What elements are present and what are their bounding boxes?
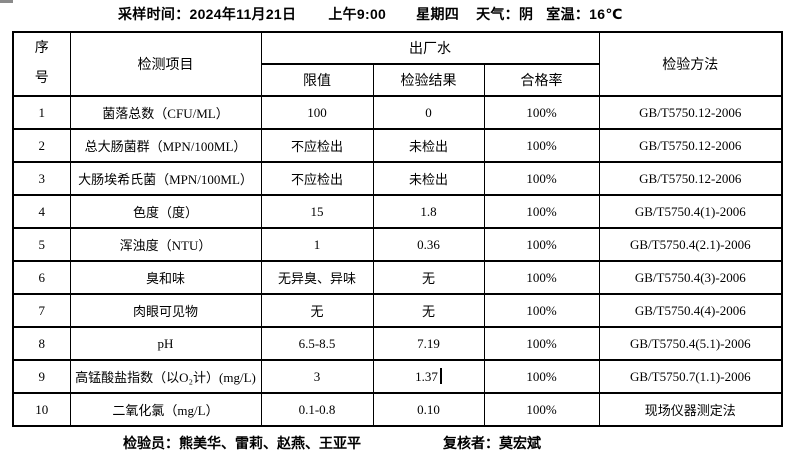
cell-method[interactable]: GB/T5750.4(1)-2006 bbox=[598, 194, 783, 229]
cell-no[interactable]: 5 bbox=[12, 227, 71, 262]
cell-item[interactable]: 肉眼可见物 bbox=[69, 293, 262, 328]
cell-method[interactable]: GB/T5750.4(4)-2006 bbox=[598, 293, 783, 328]
cell-method[interactable]: GB/T5750.7(1.1)-2006 bbox=[598, 359, 783, 394]
cell-limit[interactable]: 无异臭、异味 bbox=[260, 260, 374, 295]
table-row: 10 二氧化氯（mg/L） 0.1-0.8 0.10 100% 现场仪器测定法 bbox=[12, 392, 783, 427]
table-row: 1 菌落总数（CFU/ML） 100 0 100% GB/T5750.12-20… bbox=[12, 95, 783, 130]
cell-result[interactable]: 未检出 bbox=[372, 161, 485, 196]
cell-item[interactable]: 二氧化氯（mg/L） bbox=[69, 392, 262, 427]
table-row: 8 pH 6.5-8.5 7.19 100% GB/T5750.4(5.1)-2… bbox=[12, 326, 783, 361]
cell-pass[interactable]: 100% bbox=[483, 95, 600, 130]
table-row: 6 臭和味 无异臭、异味 无 100% GB/T5750.4(3)-2006 bbox=[12, 260, 783, 295]
room-temperature: 室温：16℃ bbox=[546, 6, 623, 22]
cell-pass[interactable]: 100% bbox=[483, 194, 600, 229]
cell-method[interactable]: GB/T5750.4(5.1)-2006 bbox=[598, 326, 783, 361]
cell-result[interactable]: 0.10 bbox=[372, 392, 485, 427]
header-result[interactable]: 检验结果 bbox=[372, 63, 485, 97]
cell-result[interactable]: 1.8 bbox=[372, 194, 485, 229]
cell-item[interactable]: 高锰酸盐指数（以O₂计）(mg/L) bbox=[69, 359, 262, 394]
cell-item[interactable]: 大肠埃希氏菌（MPN/100ML） bbox=[69, 161, 262, 196]
weather: 天气：阴 bbox=[476, 6, 534, 22]
cell-pass[interactable]: 100% bbox=[483, 161, 600, 196]
cell-pass[interactable]: 100% bbox=[483, 293, 600, 328]
cell-limit[interactable]: 100 bbox=[260, 95, 374, 130]
water-quality-table: 序 号 检测项目 出厂水 检验方法 限值 检验结果 合格率 1 菌落总数（CFU… bbox=[12, 31, 784, 427]
cell-result[interactable]: 0 bbox=[372, 95, 485, 130]
cell-pass[interactable]: 100% bbox=[483, 128, 600, 163]
cell-result-text: 1.37 bbox=[415, 369, 438, 384]
cell-no[interactable]: 3 bbox=[12, 161, 71, 196]
cell-item[interactable]: 总大肠菌群（MPN/100ML） bbox=[69, 128, 262, 163]
cell-no[interactable]: 6 bbox=[12, 260, 71, 295]
cell-item[interactable]: pH bbox=[69, 326, 262, 361]
cell-no[interactable]: 9 bbox=[12, 359, 71, 394]
cell-limit[interactable]: 0.1-0.8 bbox=[260, 392, 374, 427]
sampling-info-line: 采样时间：2024年11月21日 上午9:00 星期四 天气：阴 室温：16℃ bbox=[118, 6, 623, 23]
weekday: 星期四 bbox=[416, 6, 460, 22]
cell-result[interactable]: 未检出 bbox=[372, 128, 485, 163]
cell-limit[interactable]: 不应检出 bbox=[260, 161, 374, 196]
cell-pass[interactable]: 100% bbox=[483, 260, 600, 295]
cell-result[interactable]: 1.37 bbox=[372, 359, 485, 394]
cell-result[interactable]: 无 bbox=[372, 260, 485, 295]
cell-item[interactable]: 色度（度） bbox=[69, 194, 262, 229]
cell-limit[interactable]: 6.5-8.5 bbox=[260, 326, 374, 361]
sampling-hour: 上午9:00 bbox=[328, 6, 387, 22]
cell-no[interactable]: 8 bbox=[12, 326, 71, 361]
header-test-item[interactable]: 检测项目 bbox=[69, 31, 262, 97]
cell-pass[interactable]: 100% bbox=[483, 392, 600, 427]
header-outgoing-water[interactable]: 出厂水 bbox=[260, 31, 600, 65]
reviewer-name: 复核者：莫宏斌 bbox=[443, 435, 541, 451]
cell-method[interactable]: GB/T5750.4(3)-2006 bbox=[598, 260, 783, 295]
cell-pass[interactable]: 100% bbox=[483, 326, 600, 361]
sampling-time: 采样时间：2024年11月21日 bbox=[118, 6, 297, 22]
header-seq-no[interactable]: 序 号 bbox=[12, 31, 71, 97]
table-row: 2 总大肠菌群（MPN/100ML） 不应检出 未检出 100% GB/T575… bbox=[12, 128, 783, 163]
cell-limit[interactable]: 不应检出 bbox=[260, 128, 374, 163]
cell-item[interactable]: 臭和味 bbox=[69, 260, 262, 295]
cell-method[interactable]: GB/T5750.4(2.1)-2006 bbox=[598, 227, 783, 262]
text-cursor bbox=[439, 368, 442, 384]
cell-no[interactable]: 2 bbox=[12, 128, 71, 163]
table-row: 3 大肠埃希氏菌（MPN/100ML） 不应检出 未检出 100% GB/T57… bbox=[12, 161, 783, 196]
top-left-gray-artifact bbox=[0, 0, 13, 3]
cell-limit[interactable]: 3 bbox=[260, 359, 374, 394]
header-limit[interactable]: 限值 bbox=[260, 63, 374, 97]
header-pass-rate[interactable]: 合格率 bbox=[483, 63, 600, 97]
cell-no[interactable]: 10 bbox=[12, 392, 71, 427]
cell-no[interactable]: 7 bbox=[12, 293, 71, 328]
table-row: 5 浑浊度（NTU） 1 0.36 100% GB/T5750.4(2.1)-2… bbox=[12, 227, 783, 262]
cell-item[interactable]: 菌落总数（CFU/ML） bbox=[69, 95, 262, 130]
cell-method[interactable]: GB/T5750.12-2006 bbox=[598, 161, 783, 196]
cell-method[interactable]: 现场仪器测定法 bbox=[598, 392, 783, 427]
cell-limit[interactable]: 15 bbox=[260, 194, 374, 229]
table-row: 9 高锰酸盐指数（以O₂计）(mg/L) 3 1.37 100% GB/T575… bbox=[12, 359, 783, 394]
inspectors-names: 检验员：熊美华、雷莉、赵燕、王亚平 bbox=[123, 435, 361, 451]
cell-result[interactable]: 无 bbox=[372, 293, 485, 328]
cell-pass[interactable]: 100% bbox=[483, 227, 600, 262]
cell-item[interactable]: 浑浊度（NTU） bbox=[69, 227, 262, 262]
cell-result[interactable]: 7.19 bbox=[372, 326, 485, 361]
cell-pass[interactable]: 100% bbox=[483, 359, 600, 394]
table-row: 4 色度（度） 15 1.8 100% GB/T5750.4(1)-2006 bbox=[12, 194, 783, 229]
header-test-method[interactable]: 检验方法 bbox=[598, 31, 783, 97]
cell-method[interactable]: GB/T5750.12-2006 bbox=[598, 128, 783, 163]
cell-no[interactable]: 1 bbox=[12, 95, 71, 130]
cell-method[interactable]: GB/T5750.12-2006 bbox=[598, 95, 783, 130]
table-row: 7 肉眼可见物 无 无 100% GB/T5750.4(4)-2006 bbox=[12, 293, 783, 328]
cell-no[interactable]: 4 bbox=[12, 194, 71, 229]
cell-limit[interactable]: 无 bbox=[260, 293, 374, 328]
cell-result[interactable]: 0.36 bbox=[372, 227, 485, 262]
cell-limit[interactable]: 1 bbox=[260, 227, 374, 262]
